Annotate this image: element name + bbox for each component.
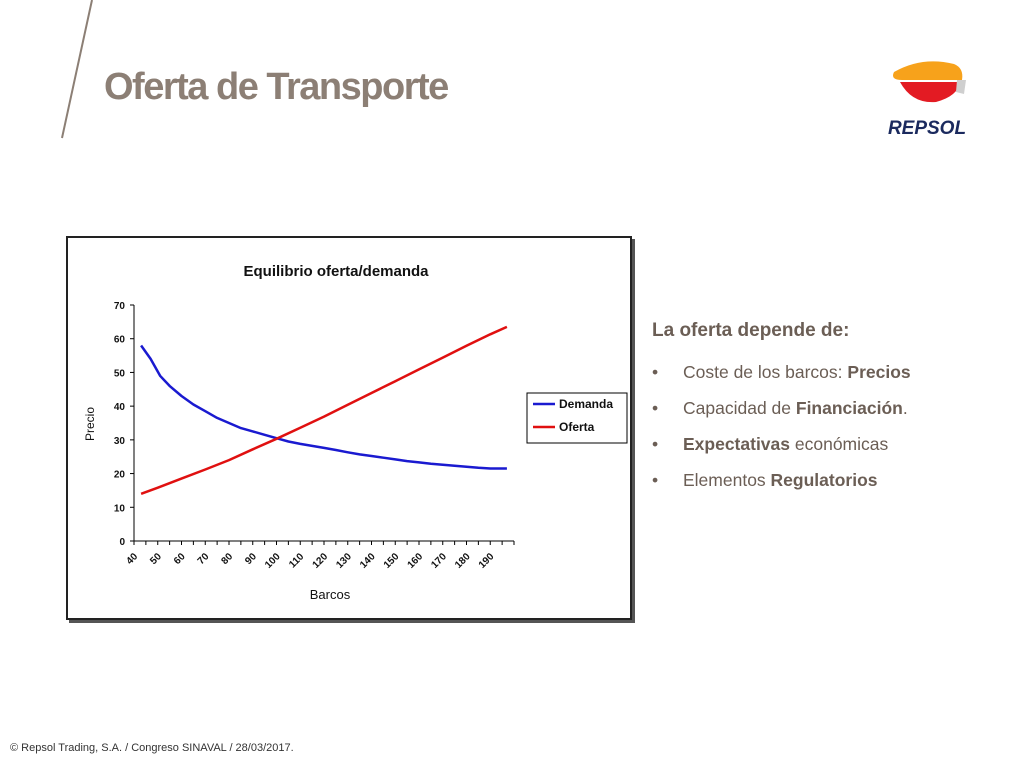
bullet-icon: • bbox=[652, 434, 659, 454]
x-tick-label: 100 bbox=[263, 551, 283, 571]
chart-title: Equilibrio oferta/demanda bbox=[243, 263, 429, 280]
y-tick-label: 10 bbox=[114, 503, 126, 514]
item-text: Coste de los barcos: bbox=[683, 362, 848, 382]
panel-heading: La oferta depende de: bbox=[652, 320, 850, 341]
y-tick-label: 20 bbox=[114, 470, 126, 481]
x-tick-label: 120 bbox=[311, 551, 331, 571]
item-bold: Precios bbox=[847, 362, 911, 382]
equilibrium-chart: Equilibrio oferta/demanda 0 10 20 30 40 50 60 70… bbox=[66, 236, 632, 620]
footer-copyright: © Repsol Trading, S.A. / Congreso SINAVA… bbox=[10, 742, 294, 754]
x-tick-label: 170 bbox=[429, 551, 449, 571]
decorative-slash-line bbox=[61, 0, 93, 139]
y-tick-label: 0 bbox=[119, 537, 125, 548]
x-tick-label: 180 bbox=[453, 551, 473, 571]
legend-label-oferta: Oferta bbox=[559, 420, 595, 434]
y-tick-label: 30 bbox=[114, 436, 126, 447]
item-bold: Expectativas bbox=[683, 434, 791, 454]
bullet-icon: • bbox=[652, 398, 659, 418]
series-line-demanda bbox=[140, 344, 507, 470]
x-tick-label: 90 bbox=[243, 551, 259, 567]
x-axis-label: Barcos bbox=[310, 587, 351, 602]
factors-list: • Coste de los barcos: Precios • Capacid… bbox=[652, 354, 1012, 498]
y-tick-label: 50 bbox=[114, 368, 126, 379]
y-tick-label: 60 bbox=[114, 335, 126, 346]
y-tick-label: 70 bbox=[114, 301, 126, 312]
item-suffix: . bbox=[902, 398, 908, 418]
item-bold: Regulatorios bbox=[770, 470, 878, 490]
x-tick-label: 70 bbox=[196, 551, 212, 567]
x-tick-label: 160 bbox=[406, 551, 426, 571]
list-item: • Elementos Regulatorios bbox=[652, 462, 1012, 498]
x-tick-label: 110 bbox=[287, 551, 306, 570]
x-tick-label: 80 bbox=[219, 551, 235, 567]
list-item: • Capacidad de Financiación. bbox=[652, 390, 1012, 426]
item-bold: Financiación bbox=[795, 398, 903, 418]
bullet-icon: • bbox=[652, 362, 659, 382]
x-tick-label: 140 bbox=[358, 551, 378, 571]
list-item: • Coste de los barcos: Precios bbox=[652, 354, 1012, 390]
page-title: Oferta de Transporte bbox=[104, 66, 449, 108]
item-text: Capacidad de bbox=[683, 398, 796, 418]
chart-legend bbox=[526, 392, 628, 444]
x-tick-label: 60 bbox=[172, 551, 188, 567]
x-tick-label: 150 bbox=[382, 551, 402, 571]
repsol-logo: REPSOL bbox=[872, 50, 982, 142]
x-tick-label: 40 bbox=[124, 551, 140, 567]
series-line-oferta bbox=[140, 325, 508, 495]
y-tick-label: 40 bbox=[114, 402, 126, 413]
supply-factors-panel: La oferta depende de: • Coste de los bar… bbox=[652, 320, 1012, 498]
y-axis-label: Precio bbox=[83, 407, 97, 441]
item-text: Elementos bbox=[683, 470, 771, 490]
x-tick-label: 190 bbox=[477, 551, 497, 571]
bullet-icon: • bbox=[652, 470, 659, 490]
chart-canvas: Equilibrio oferta/demanda 0 10 20 30 40 50 60 70… bbox=[83, 263, 628, 602]
item-suffix: económicas bbox=[790, 434, 889, 454]
repsol-logo-text: REPSOL bbox=[888, 118, 966, 139]
legend-label-demanda: Demanda bbox=[559, 397, 613, 411]
list-item: • Expectativas económicas bbox=[652, 426, 1012, 462]
x-tick-label: 130 bbox=[334, 551, 354, 571]
x-tick-label: 50 bbox=[148, 551, 164, 567]
